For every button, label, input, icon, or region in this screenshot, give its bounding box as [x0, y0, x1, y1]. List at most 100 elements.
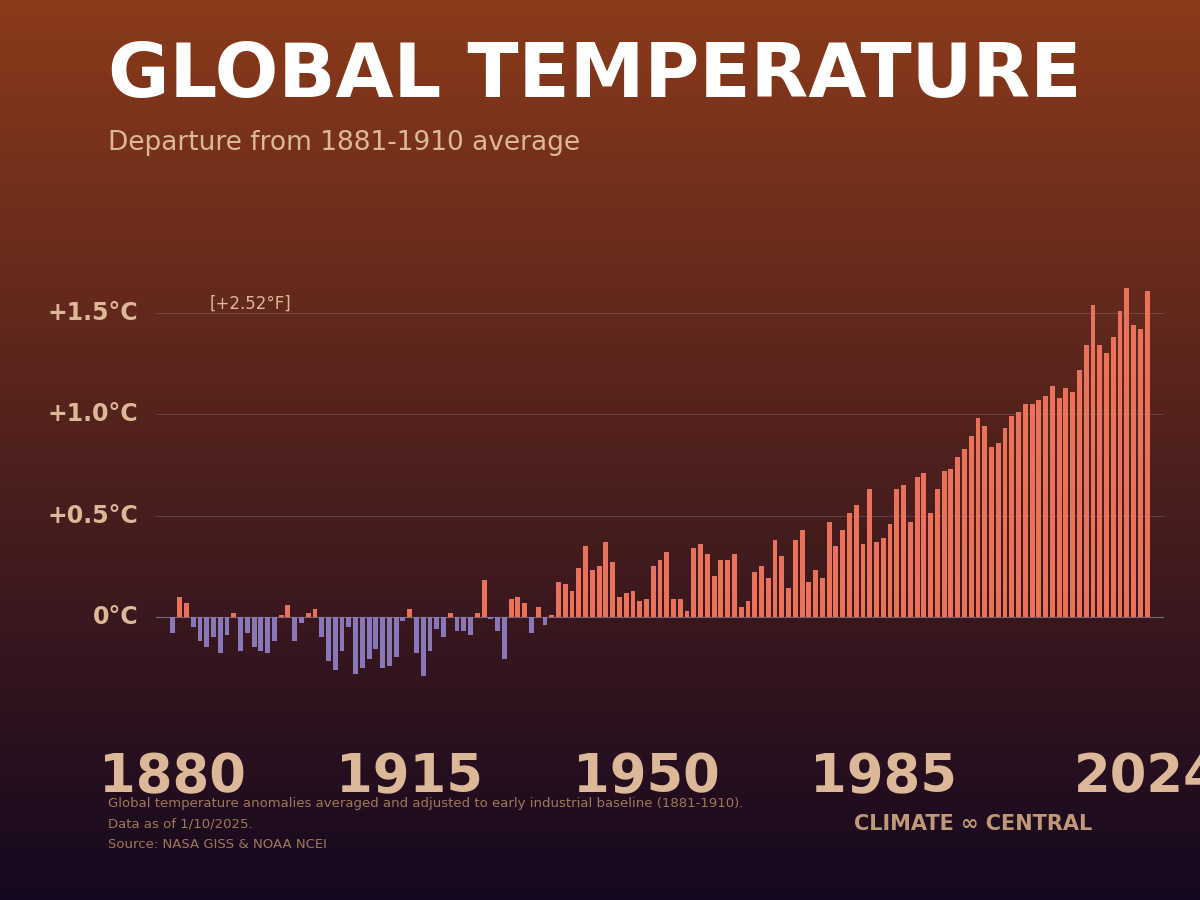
Bar	[935, 490, 940, 616]
Bar	[427, 616, 432, 652]
Bar	[496, 616, 500, 631]
Bar	[691, 548, 696, 617]
Bar	[1043, 396, 1048, 616]
Bar	[178, 597, 182, 617]
Bar	[442, 616, 446, 637]
Bar	[360, 616, 365, 668]
Bar	[928, 514, 934, 617]
Bar	[204, 616, 209, 647]
Bar	[1009, 416, 1014, 616]
Bar	[840, 530, 845, 617]
Bar	[198, 616, 203, 641]
Bar	[665, 552, 670, 617]
Bar	[380, 616, 385, 668]
Bar	[448, 613, 452, 617]
Bar	[529, 616, 534, 633]
Bar	[989, 446, 994, 616]
Bar	[516, 597, 521, 617]
Bar	[766, 579, 770, 617]
Bar	[637, 600, 642, 617]
Bar	[1145, 291, 1150, 616]
Bar	[847, 514, 852, 617]
Bar	[211, 616, 216, 637]
Bar	[814, 571, 818, 617]
Text: 1915: 1915	[336, 752, 484, 804]
Bar	[1002, 428, 1008, 616]
Bar	[232, 613, 236, 617]
Bar	[421, 616, 426, 676]
Bar	[373, 616, 378, 649]
Bar	[1050, 386, 1055, 616]
Bar	[1022, 404, 1027, 616]
Bar	[739, 607, 744, 616]
Bar	[1117, 310, 1122, 616]
Bar	[394, 616, 398, 657]
Bar	[732, 554, 737, 616]
Bar	[752, 572, 757, 616]
Bar	[542, 616, 547, 625]
Text: CLIMATE ∞ CENTRAL: CLIMATE ∞ CENTRAL	[853, 814, 1092, 833]
Text: Data as of 1/10/2025.: Data as of 1/10/2025.	[108, 817, 253, 830]
Bar	[650, 566, 655, 617]
Bar	[245, 616, 250, 633]
Bar	[874, 542, 878, 616]
Bar	[658, 560, 662, 616]
Bar	[942, 471, 947, 617]
Text: 0°C: 0°C	[92, 605, 138, 629]
Bar	[293, 616, 298, 641]
Bar	[596, 566, 601, 617]
Bar	[868, 490, 872, 616]
Bar	[644, 598, 649, 616]
Bar	[332, 616, 337, 670]
Bar	[793, 540, 798, 617]
Bar	[286, 605, 290, 617]
Bar	[218, 616, 223, 653]
Bar	[340, 616, 344, 652]
Bar	[853, 506, 859, 617]
Bar	[434, 616, 439, 629]
Bar	[773, 540, 778, 617]
Bar	[252, 616, 257, 647]
Text: +1.0°C: +1.0°C	[47, 402, 138, 427]
Bar	[502, 616, 506, 660]
Bar	[522, 603, 527, 616]
Bar	[272, 616, 277, 641]
Bar	[948, 469, 953, 616]
Bar	[901, 485, 906, 616]
Bar	[630, 590, 635, 616]
Bar	[678, 598, 683, 616]
Bar	[312, 608, 318, 617]
Bar	[745, 600, 750, 617]
Text: 2024: 2024	[1074, 752, 1200, 804]
Bar	[326, 616, 331, 662]
Bar	[299, 616, 304, 623]
Bar	[1097, 346, 1102, 616]
Bar	[834, 546, 839, 616]
Bar	[725, 560, 730, 616]
Bar	[1111, 338, 1116, 616]
Text: Source: NASA GISS & NOAA NCEI: Source: NASA GISS & NOAA NCEI	[108, 838, 326, 850]
Bar	[1016, 412, 1021, 616]
Bar	[1070, 392, 1075, 616]
Bar	[170, 616, 175, 633]
Bar	[860, 544, 865, 617]
Bar	[265, 616, 270, 653]
Bar	[576, 568, 581, 616]
Bar	[556, 582, 560, 617]
Bar	[611, 562, 616, 616]
Bar	[799, 530, 804, 617]
Bar	[820, 579, 824, 617]
Bar	[827, 522, 832, 617]
Bar	[1037, 400, 1042, 616]
Bar	[779, 556, 785, 617]
Bar	[914, 477, 919, 616]
Bar	[888, 524, 893, 616]
Text: Departure from 1881-1910 average: Departure from 1881-1910 average	[108, 130, 580, 157]
Bar	[590, 571, 595, 617]
Bar	[1104, 354, 1109, 616]
Bar	[306, 613, 311, 617]
Bar	[624, 592, 629, 617]
Text: +0.5°C: +0.5°C	[47, 503, 138, 527]
Bar	[1132, 325, 1136, 616]
Bar	[184, 603, 188, 616]
